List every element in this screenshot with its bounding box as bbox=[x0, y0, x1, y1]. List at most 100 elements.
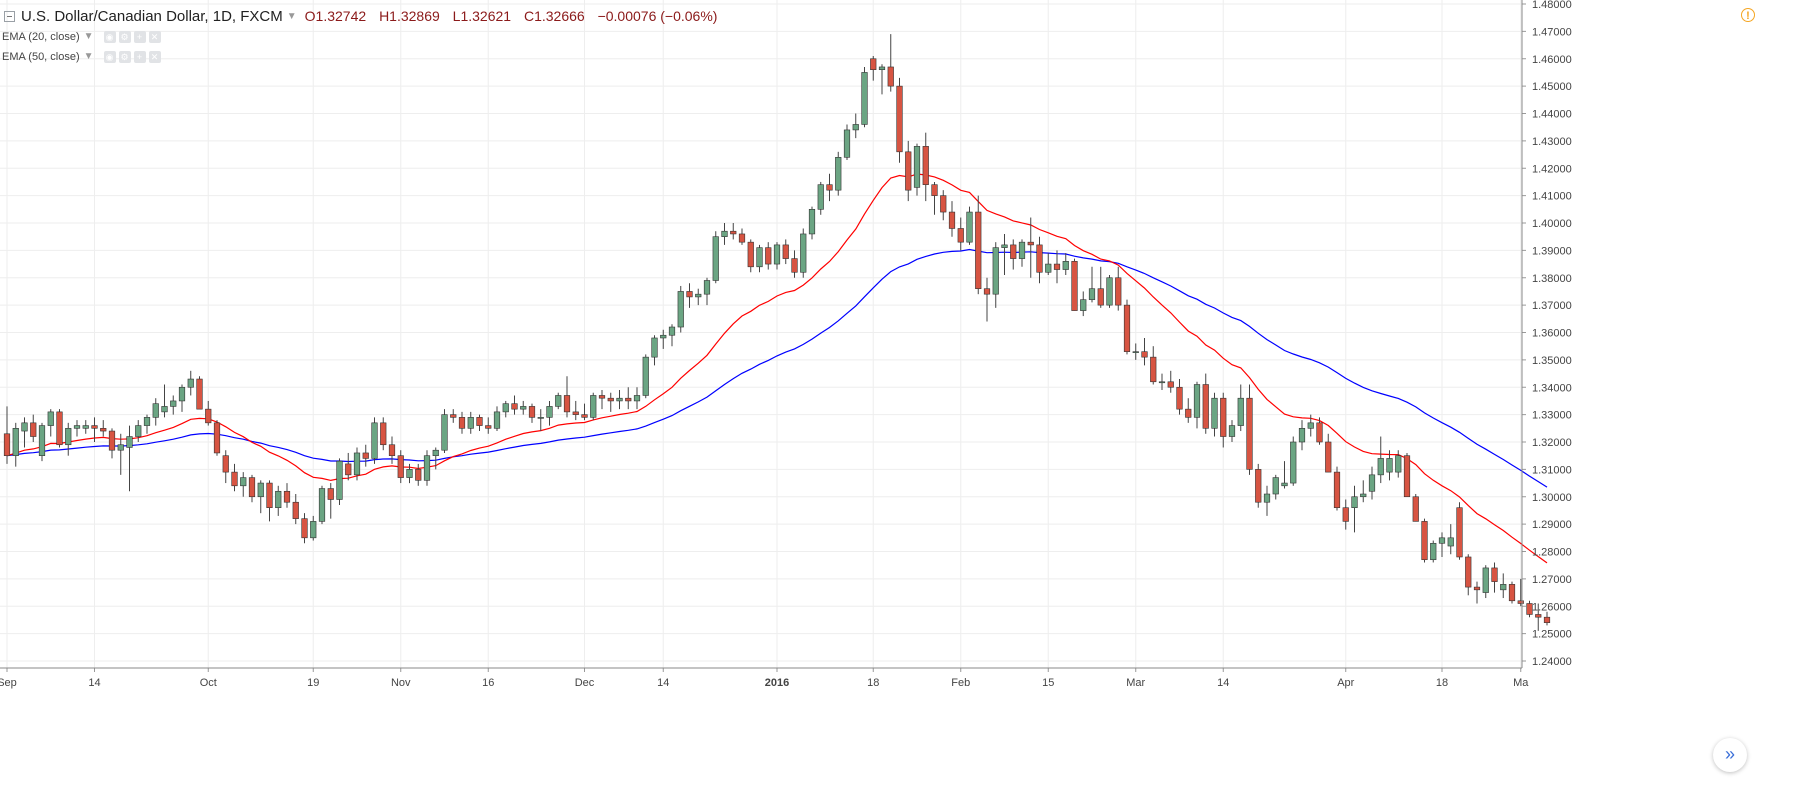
candle-up[interactable] bbox=[660, 329, 667, 349]
candle-down[interactable] bbox=[1141, 337, 1148, 366]
candle-down[interactable] bbox=[450, 409, 457, 423]
candle-up[interactable] bbox=[1193, 381, 1201, 429]
candle-up[interactable] bbox=[47, 409, 54, 437]
candle-up[interactable] bbox=[371, 417, 378, 464]
candle-up[interactable] bbox=[835, 151, 842, 196]
candle-down[interactable] bbox=[975, 195, 982, 295]
candle-up[interactable] bbox=[1001, 233, 1008, 276]
candle-up[interactable] bbox=[633, 387, 641, 410]
candle-up[interactable] bbox=[756, 244, 763, 273]
candle-up[interactable] bbox=[406, 463, 413, 484]
candle-down[interactable] bbox=[485, 417, 492, 434]
candle-up[interactable] bbox=[817, 181, 824, 215]
candle-down[interactable] bbox=[1473, 581, 1481, 604]
candle-down[interactable] bbox=[887, 34, 894, 92]
candle-up[interactable] bbox=[852, 113, 859, 139]
candle-up[interactable] bbox=[590, 392, 597, 421]
candle-down[interactable] bbox=[782, 239, 789, 265]
candle-up[interactable] bbox=[703, 277, 711, 306]
candle-down[interactable] bbox=[1123, 299, 1131, 355]
candle-down[interactable] bbox=[91, 417, 98, 442]
candle-up[interactable] bbox=[1132, 343, 1139, 360]
candle-down[interactable] bbox=[1526, 600, 1533, 618]
candle-down[interactable] bbox=[362, 444, 369, 467]
candle-up[interactable] bbox=[310, 515, 317, 541]
candle-down[interactable] bbox=[196, 376, 203, 410]
candle-down[interactable] bbox=[1220, 392, 1227, 448]
candle-up[interactable] bbox=[187, 370, 194, 396]
candle-down[interactable] bbox=[1176, 379, 1183, 415]
candle-down[interactable] bbox=[380, 417, 387, 451]
settings-icon[interactable]: ⚙ bbox=[118, 50, 131, 63]
candle-down[interactable] bbox=[528, 403, 536, 423]
candle-down[interactable] bbox=[301, 513, 308, 544]
candle-down[interactable] bbox=[1412, 494, 1419, 522]
candle-down[interactable] bbox=[1150, 346, 1157, 385]
indicator-row-ema20[interactable]: EMA (20, close) ▼ ◉ ⚙ + ✕ bbox=[0, 27, 726, 46]
candle-down[interactable] bbox=[1325, 433, 1332, 473]
indicator-row-ema50[interactable]: EMA (50, close) ▼ ◉ ⚙ + ✕ bbox=[0, 47, 726, 66]
candle-up[interactable] bbox=[808, 206, 816, 240]
candle-up[interactable] bbox=[1088, 266, 1096, 303]
candle-down[interactable] bbox=[511, 395, 518, 415]
candle-down[interactable] bbox=[563, 376, 571, 418]
indicator-label-ema20[interactable]: EMA (20, close) bbox=[2, 30, 80, 43]
candle-up[interactable] bbox=[318, 485, 326, 525]
candle-up[interactable] bbox=[240, 472, 247, 497]
candle-down[interactable] bbox=[3, 406, 11, 464]
candle-up[interactable] bbox=[1237, 384, 1244, 432]
candle-down[interactable] bbox=[1535, 603, 1542, 631]
candle-down[interactable] bbox=[30, 414, 37, 442]
candle-down[interactable] bbox=[1333, 466, 1341, 511]
candle-down[interactable] bbox=[248, 474, 256, 503]
candle-down[interactable] bbox=[826, 173, 833, 202]
candle-up[interactable] bbox=[441, 409, 448, 453]
candle-up[interactable] bbox=[1351, 485, 1358, 533]
candle-down[interactable] bbox=[397, 450, 404, 484]
candle-down[interactable] bbox=[870, 56, 877, 81]
candle-down[interactable] bbox=[1097, 266, 1104, 308]
candle-up[interactable] bbox=[21, 417, 28, 448]
candle-down[interactable] bbox=[896, 77, 903, 163]
candle-down[interactable] bbox=[458, 411, 466, 434]
candle-down[interactable] bbox=[791, 250, 798, 278]
candle-up[interactable] bbox=[178, 384, 186, 412]
candle-up[interactable] bbox=[1290, 436, 1297, 486]
candle-up[interactable] bbox=[555, 392, 562, 410]
symbol-title[interactable]: U.S. Dollar/Canadian Dollar, 1D, FXCM bbox=[21, 7, 283, 25]
candle-down[interactable] bbox=[1246, 384, 1253, 475]
candle-up[interactable] bbox=[117, 433, 124, 475]
candle-up[interactable] bbox=[161, 384, 168, 418]
indicator-label-ema50[interactable]: EMA (50, close) bbox=[2, 50, 80, 63]
candle-up[interactable] bbox=[1395, 450, 1402, 478]
candle-up[interactable] bbox=[695, 288, 702, 306]
candle-down[interactable] bbox=[1421, 518, 1428, 563]
candle-up[interactable] bbox=[135, 420, 142, 442]
candle-up[interactable] bbox=[721, 223, 728, 245]
candle-down[interactable] bbox=[327, 483, 334, 519]
candle-down[interactable] bbox=[1202, 373, 1209, 434]
candle-up[interactable] bbox=[493, 406, 501, 432]
candle-down[interactable] bbox=[108, 428, 116, 459]
candle-up[interactable] bbox=[423, 450, 431, 486]
settings-icon[interactable]: ⚙ bbox=[118, 30, 131, 43]
candle-up[interactable] bbox=[1482, 565, 1489, 599]
candle-up[interactable] bbox=[1281, 461, 1288, 489]
candle-up[interactable] bbox=[1430, 540, 1437, 563]
candle-down[interactable] bbox=[1316, 417, 1323, 445]
candle-down[interactable] bbox=[1465, 554, 1472, 596]
candle-down[interactable] bbox=[738, 228, 746, 245]
candle-up[interactable] bbox=[1377, 436, 1384, 484]
candle-up[interactable] bbox=[913, 143, 921, 196]
candle-up[interactable] bbox=[1307, 414, 1314, 437]
candle-down[interactable] bbox=[607, 392, 614, 412]
plus-icon[interactable]: + bbox=[133, 50, 146, 63]
candle-up[interactable] bbox=[1106, 275, 1113, 308]
candle-up[interactable] bbox=[1263, 485, 1271, 516]
close-icon[interactable]: ✕ bbox=[148, 30, 161, 43]
candle-up[interactable] bbox=[1062, 253, 1069, 276]
candle-down[interactable] bbox=[1255, 463, 1262, 508]
close-icon[interactable]: ✕ bbox=[148, 50, 161, 63]
candle-down[interactable] bbox=[1027, 217, 1034, 278]
